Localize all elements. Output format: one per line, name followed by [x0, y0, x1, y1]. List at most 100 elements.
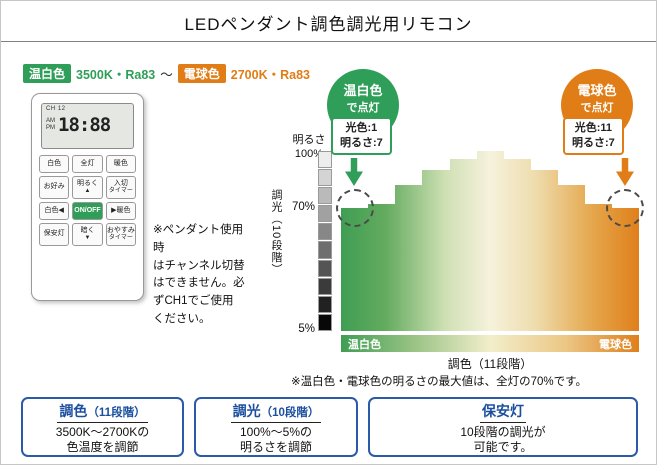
callout-subtitle: で点灯	[346, 102, 380, 114]
feature-heading-main: 調色	[59, 403, 88, 419]
chart-step-mask	[557, 151, 585, 186]
chart-step-mask	[584, 151, 613, 205]
dimming-step	[318, 205, 332, 223]
remote-button-grid: 白色 全灯 暖色 お好み 明るく ▲ 入切 タイマー 白色◀ ON/OFF ▶暖色 …	[32, 155, 143, 246]
light-color-value: 光色:1	[345, 122, 378, 134]
warm-white-values-box: 光色:1 明るさ:7	[331, 117, 392, 155]
warm-end-dashed-circle	[335, 188, 374, 227]
dimming-axis-label: 調光（10段階）	[270, 189, 282, 276]
spec-tilde: ～	[160, 68, 173, 82]
down-arrow-icon: ▼	[84, 234, 91, 241]
white-color-button: 白色	[39, 155, 70, 173]
dimming-step	[318, 151, 332, 169]
dimming-step	[318, 169, 332, 187]
brighter-button: 明るく ▲	[72, 176, 103, 199]
button-label: ▶暖色	[111, 206, 131, 214]
y-tick-70: 70%	[291, 201, 315, 213]
warm-color-button: 暖色	[105, 155, 136, 173]
button-label: 暗く	[80, 226, 95, 234]
x-axis-right-label: 電球色	[599, 338, 632, 351]
dimming-step	[318, 277, 332, 295]
x-axis-left-label: 温白色	[348, 338, 381, 351]
favorite-button: お好み	[39, 176, 70, 199]
chart-step-mask	[530, 151, 558, 170]
feature-box-night-light: 保安灯 10段階の調光が 可能です。	[368, 397, 638, 457]
button-label: 白色◀	[44, 206, 64, 214]
lcd-am-label: AM	[46, 117, 55, 124]
y-tick-100: 100%	[294, 148, 324, 161]
brightness-value: 明るさ:7	[572, 136, 615, 149]
bulb-color-values-box: 光色:11 明るさ:7	[563, 117, 624, 155]
y-axis-brightness-label: 明るさ 100%	[283, 133, 335, 162]
button-label: 全灯	[80, 159, 95, 167]
feature-heading: 調光（10段階）	[230, 403, 322, 423]
lcd-time-value: 18:88	[58, 114, 111, 136]
up-arrow-icon: ▲	[84, 188, 91, 195]
dimming-step	[318, 241, 332, 259]
button-label: 白色	[47, 159, 62, 167]
dimming-scale	[318, 151, 332, 331]
chart-footnote: ※温白色・電球色の明るさの最大値は、全灯の70%です。	[291, 376, 587, 388]
button-label: 保安灯	[43, 230, 65, 238]
dimming-step	[318, 313, 332, 331]
darker-button: 暗く ▼	[72, 222, 103, 246]
chart-step-mask	[368, 151, 396, 205]
feature-heading: 保安灯	[480, 403, 526, 423]
light-color-value: 光色:11	[574, 122, 613, 134]
dimming-step	[318, 187, 332, 205]
feature-heading-main: 調光	[232, 403, 261, 419]
page-title: LEDペンダント調色調光用リモコン	[184, 15, 473, 34]
feature-body: 10段階の調光が 可能です。	[460, 424, 546, 455]
feature-heading: 調色（11段階）	[57, 403, 148, 423]
feature-box-row: 調色（11段階） 3500K～2700Kの 色温度を調節 調光（10段階） 10…	[21, 397, 638, 457]
onoff-timer-button: 入切 タイマー	[105, 176, 136, 199]
callout-title: 温白色	[343, 83, 383, 98]
callout-subtitle: で点灯	[580, 102, 614, 114]
feature-box-color-tuning: 調色（11段階） 3500K～2700Kの 色温度を調節	[21, 397, 184, 457]
feature-heading-suffix: （10段階）	[260, 407, 320, 419]
remote-control-illustration: CH 12 AM PM 18:88 白色 全灯 暖色 お好み 明るく ▲ 入切 タイ…	[31, 93, 144, 301]
button-label: 入切	[113, 180, 128, 187]
lcd-pm-label: PM	[46, 125, 55, 131]
title-divider	[1, 41, 656, 42]
chart-step-mask	[503, 151, 531, 159]
feature-body: 3500K～2700Kの 色温度を調節	[55, 424, 150, 455]
all-on-button: 全灯	[72, 155, 103, 173]
sleep-timer-button: おやすみ タイマー	[105, 222, 136, 246]
channel-warning-note: ※ペンダント使用時 はチャンネル切替 はできません。必 ずCH1でご使用 くださ…	[153, 224, 245, 326]
button-sublabel: タイマー	[108, 188, 133, 195]
y-tick-5: 5%	[298, 323, 315, 335]
toward-warm-button: ▶暖色	[105, 201, 136, 220]
night-light-button: 保安灯	[39, 222, 70, 246]
dimming-step	[318, 295, 332, 313]
color-spec-line: 温白色 3500K・Ra83 ～ 電球色 2700K・Ra83	[23, 64, 310, 83]
dimming-step	[318, 223, 332, 241]
remote-lcd-display: CH 12 AM PM 18:88	[41, 103, 134, 149]
warm-white-badge: 温白色	[23, 64, 72, 83]
chart-step-mask	[395, 151, 423, 186]
chart-step-mask	[422, 151, 450, 170]
lcd-channel-indicator: CH 12	[46, 106, 66, 112]
button-label: 暖色	[113, 159, 128, 167]
callout-title: 電球色	[577, 83, 617, 98]
button-sublabel: タイマー	[108, 234, 133, 241]
bulb-color-badge: 電球色	[177, 64, 226, 83]
color-temperature-axis-bar: 温白色 電球色	[341, 335, 639, 352]
brightness-label: 明るさ	[292, 134, 326, 146]
feature-body: 100%～5%の 明るさを調節	[239, 424, 313, 455]
feature-heading-suffix: （11段階）	[87, 407, 146, 419]
button-label: おやすみ	[106, 226, 135, 234]
feature-heading-main: 保安灯	[482, 403, 524, 419]
x-axis-title: 調色（11段階）	[447, 357, 533, 371]
dimming-step	[318, 259, 332, 277]
button-label: お好み	[43, 183, 65, 191]
lcd-time-row: AM PM 18:88	[46, 114, 129, 136]
feature-box-dimming: 調光（10段階） 100%～5%の 明るさを調節	[194, 397, 358, 457]
toward-white-button: 白色◀	[39, 201, 70, 220]
warm-white-spec: 3500K・Ra83	[76, 68, 156, 82]
chart-step-mask	[449, 151, 477, 159]
bulb-end-dashed-circle	[606, 188, 645, 227]
power-button: ON/OFF	[72, 201, 103, 220]
chart-plot	[335, 151, 645, 331]
